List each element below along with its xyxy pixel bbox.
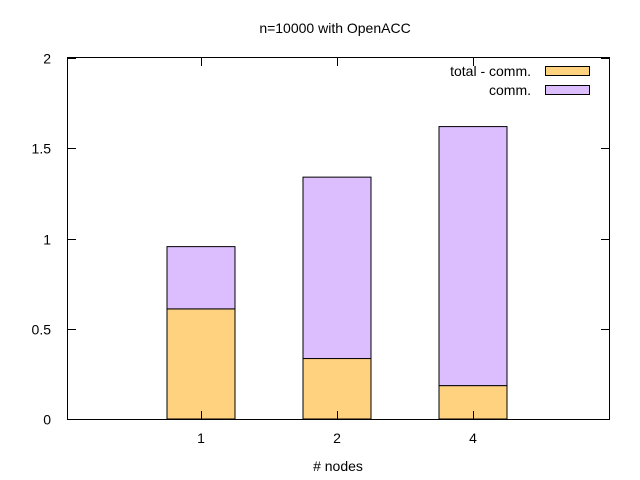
bar-comm-2 — [302, 176, 372, 360]
y-tick-label: 0.5 — [32, 322, 52, 338]
chart-title: n=10000 with OpenACC — [259, 20, 410, 36]
y-axis: 0 0.5 1 1.5 2 — [32, 51, 609, 428]
bars-group — [166, 126, 508, 420]
y-tick-label: 1 — [43, 232, 51, 248]
legend: total - comm. comm. — [450, 63, 590, 98]
bar-total-minus-comm-2 — [302, 358, 372, 420]
bar-comm-4 — [438, 126, 508, 387]
bar-total-minus-comm-1 — [166, 308, 236, 420]
x-tick-label: 2 — [333, 430, 341, 446]
y-tick-label: 1.5 — [32, 141, 52, 157]
bar-comm-1 — [166, 246, 236, 310]
x-axis-label: # nodes — [313, 458, 363, 474]
x-axis: 1 2 4 — [197, 58, 477, 446]
x-tick-label: 4 — [469, 430, 477, 446]
x-tick-label: 1 — [197, 430, 205, 446]
legend-swatch — [545, 66, 590, 76]
legend-label: total - comm. — [450, 63, 531, 79]
legend-swatch — [545, 85, 590, 95]
y-tick-label: 2 — [43, 51, 51, 67]
plot-area-frame — [67, 57, 610, 420]
legend-label: comm. — [489, 82, 531, 98]
y-tick-label: 0 — [43, 412, 51, 428]
